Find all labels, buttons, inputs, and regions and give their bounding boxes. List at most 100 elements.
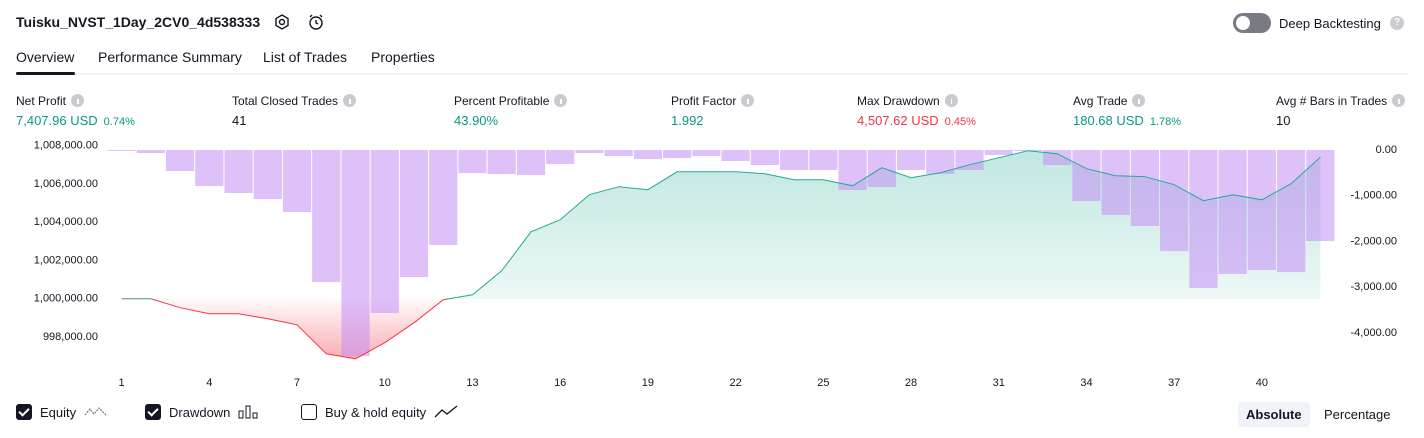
checkbox[interactable] [16, 404, 32, 420]
drawdown-bar [341, 150, 370, 357]
drawdown-bar [1130, 150, 1160, 226]
drawdown-bar [633, 150, 663, 160]
x-tick-label: 22 [729, 377, 741, 389]
tab[interactable]: Properties [371, 49, 435, 65]
y2-tick-label: -3,000.00 [1351, 281, 1397, 293]
drawdown-bar [1189, 150, 1218, 288]
info-icon [71, 94, 85, 107]
metric-extra: 0.74% [103, 116, 135, 128]
y-tick-label: 1,006,000.00 [34, 178, 98, 190]
y-tick-label: 998,000.00 [43, 331, 98, 343]
drawdown-bar [487, 150, 516, 175]
drawdown-bar [692, 150, 721, 157]
metric-value-text: 10 [1276, 113, 1291, 128]
info-icon [1132, 94, 1146, 107]
deep-backtesting-toggle[interactable] [1233, 13, 1271, 33]
drawdown-bar [516, 150, 546, 175]
x-tick-label: 19 [642, 377, 654, 389]
metric-label-text: Net Profit [16, 94, 67, 108]
y2-tick-label: -1,000.00 [1351, 190, 1397, 202]
y2-tick-label: -2,000.00 [1351, 235, 1397, 247]
x-tick-label: 13 [466, 377, 478, 389]
metric-label-text: Avg # Bars in Trades [1276, 94, 1388, 108]
metric-value: 180.68 USD 1.78% [1073, 113, 1181, 128]
drawdown-bar [399, 150, 429, 278]
drawdown-bar [1277, 150, 1306, 273]
checkbox[interactable] [301, 404, 317, 420]
metric-extra: 0.45% [944, 116, 976, 128]
x-tick-label: 10 [379, 377, 391, 389]
drawdown-bar [546, 150, 575, 165]
tab[interactable]: List of Trades [263, 49, 348, 65]
drawdown-bar [107, 150, 136, 151]
tab[interactable]: Overview [16, 49, 75, 65]
drawdown-toggle[interactable]: Drawdown [145, 404, 260, 420]
info-icon [1392, 94, 1406, 107]
drawdown-bar [1160, 150, 1189, 252]
help-icon[interactable]: ? [1390, 16, 1404, 30]
metric-value: 1.992 [671, 113, 704, 128]
drawdown-bar [721, 150, 750, 161]
metric-label-text: Profit Factor [671, 94, 737, 108]
metric-label: Avg Trade [1073, 94, 1146, 108]
x-tick-label: 31 [993, 377, 1005, 389]
drawdown-bar [867, 150, 896, 188]
x-tick-label: 4 [206, 377, 212, 389]
tab[interactable]: Performance Summary [98, 49, 242, 65]
drawdown-bar [1306, 150, 1335, 242]
drawdown-legend-icon [238, 405, 258, 419]
drawdown-bar [809, 150, 838, 171]
y-tick-label: 1,008,000.00 [34, 140, 98, 152]
buy-hold-legend-icon [434, 405, 458, 418]
metric-label: Net Profit [16, 94, 85, 108]
y-tick-label: 1,000,000.00 [34, 293, 98, 305]
metric-value: 41 [232, 113, 246, 128]
drawdown-bar [955, 150, 984, 171]
drawdown-bar [195, 150, 224, 187]
drawdown-bar [312, 150, 341, 282]
mode-percentage[interactable]: Percentage [1324, 407, 1391, 422]
x-tick-label: 40 [1256, 377, 1268, 389]
metric-value-text: 1.992 [671, 113, 704, 128]
buy-hold-toggle[interactable]: Buy & hold equity [301, 404, 458, 420]
settings-icon[interactable] [273, 13, 291, 31]
y2-tick-label: 0.00 [1376, 144, 1397, 156]
metric-label: Avg # Bars in Trades [1276, 94, 1406, 108]
info-icon [944, 94, 958, 107]
metric-label: Total Closed Trades [232, 94, 357, 108]
metric-value-text: 43.90% [454, 113, 499, 128]
drawdown-bar [779, 150, 809, 171]
alert-icon[interactable] [307, 13, 325, 31]
drawdown-bar [282, 150, 312, 213]
metric-value: 7,407.96 USD 0.74% [16, 113, 135, 128]
x-tick-label: 34 [1080, 377, 1092, 389]
drawdown-bar [604, 150, 633, 157]
metric-label: Profit Factor [671, 94, 755, 108]
legend-label: Drawdown [169, 404, 231, 420]
drawdown-bar [575, 150, 604, 154]
equity-toggle[interactable]: Equity [16, 404, 108, 420]
drawdown-bar [458, 150, 487, 174]
checkbox[interactable] [145, 404, 161, 420]
metric-label: Max Drawdown [857, 94, 958, 108]
drawdown-bar [253, 150, 282, 200]
metric-extra: 1.78% [1149, 116, 1182, 128]
drawdown-bar [1101, 150, 1130, 216]
drawdown-bar [165, 150, 195, 172]
mode-absolute[interactable]: Absolute [1238, 402, 1310, 427]
metric-label-text: Total Closed Trades [232, 94, 339, 108]
drawdown-bar [984, 150, 1013, 156]
metric-value-text: 180.68 USD [1073, 113, 1144, 128]
equity-line [121, 150, 1321, 360]
drawdown-bar [750, 150, 779, 166]
equity-area [121, 150, 1321, 359]
drawdown-bar [370, 150, 399, 314]
x-tick-label: 37 [1168, 377, 1180, 389]
info-icon [741, 94, 755, 107]
metric-value-text: 7,407.96 USD [16, 113, 98, 128]
metric-value: 4,507.62 USD 0.45% [857, 113, 976, 128]
tab-divider [16, 73, 1408, 75]
x-tick-label: 1 [119, 377, 125, 389]
drawdown-bar [1072, 150, 1101, 202]
